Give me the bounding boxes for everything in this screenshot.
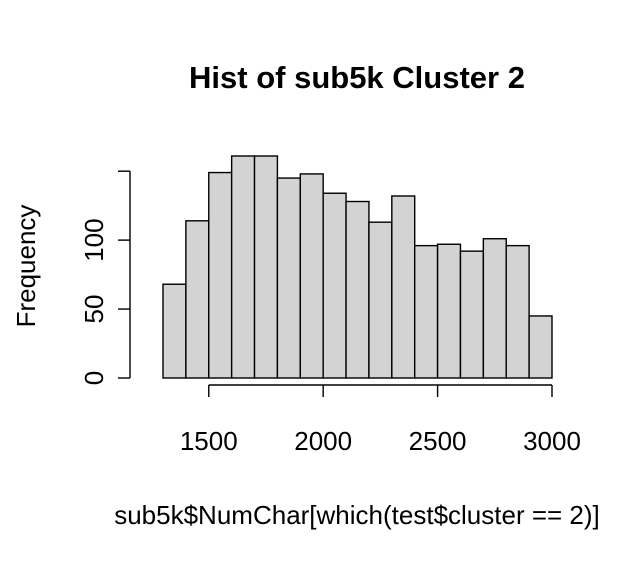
x-axis-label: sub5k$NumChar[which(test$cluster == 2)] [114, 500, 600, 530]
histogram-bar [436, 243, 462, 379]
y-tick-label: 50 [79, 295, 109, 324]
histogram-bar [162, 283, 187, 379]
histogram-bar [368, 221, 393, 379]
x-tick-label: 2500 [409, 426, 467, 456]
histogram-bar [505, 244, 530, 379]
histogram-bar [414, 244, 439, 379]
histogram-bar [322, 192, 347, 379]
y-tick-label: 0 [79, 371, 109, 385]
y-tick-label: 100 [79, 218, 109, 261]
x-tick-label: 1500 [180, 426, 238, 456]
histogram-bar [253, 155, 279, 379]
x-tick-label: 2000 [294, 426, 352, 456]
histogram-bar [482, 238, 507, 379]
histogram-bar [276, 177, 301, 379]
x-axis: 1500 2000 2500 3000 [180, 384, 581, 456]
histogram-bars [162, 155, 553, 379]
histogram-bar [185, 220, 210, 379]
chart-title: Hist of sub5k Cluster 2 [189, 60, 525, 95]
histogram-bar [230, 155, 256, 379]
histogram-bar [299, 173, 324, 379]
histogram-bar [345, 200, 370, 379]
y-axis: 0 50 100 [79, 170, 131, 385]
y-axis-label: Frequency [11, 205, 41, 328]
x-tick-label: 3000 [523, 426, 581, 456]
histogram-bar [391, 195, 416, 379]
histogram-bar [208, 171, 233, 379]
histogram-bar [528, 315, 553, 379]
histogram-bar [459, 250, 485, 379]
